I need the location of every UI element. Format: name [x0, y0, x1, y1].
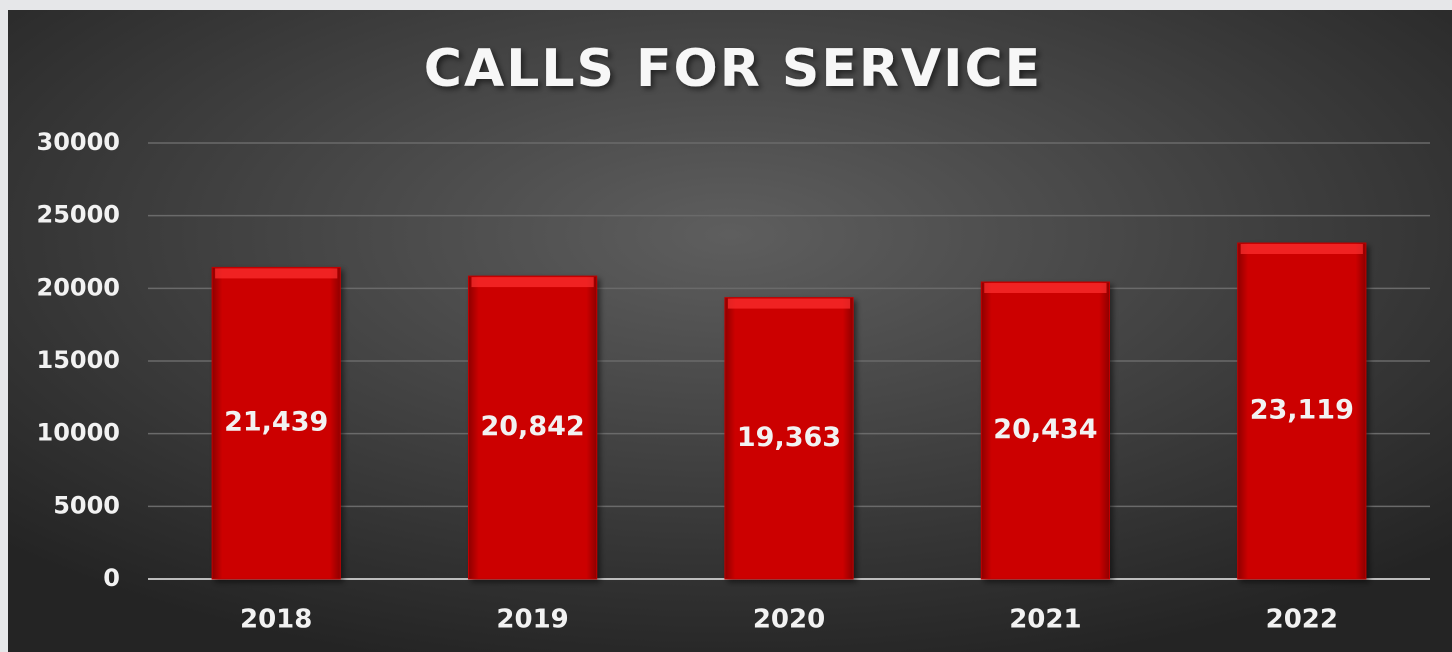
value-label: 20,842: [480, 411, 584, 442]
x-tick-label: 2018: [240, 605, 312, 635]
x-tick-label: 2020: [753, 605, 825, 635]
bar: [1237, 242, 1367, 580]
bar-highlight: [727, 298, 851, 309]
value-label: 21,439: [224, 407, 328, 438]
bar-highlight: [471, 277, 594, 288]
bar: [980, 281, 1110, 580]
value-label: 23,119: [1250, 395, 1354, 426]
y-tick-label: 30000: [37, 128, 121, 156]
bar: [211, 266, 341, 580]
chart-title: CALLS FOR SERVICE: [424, 39, 1042, 99]
bar-highlight: [984, 283, 1107, 294]
bar-highlight: [1240, 244, 1363, 255]
x-tick-label: 2019: [496, 605, 568, 635]
y-tick-label: 5000: [53, 491, 120, 519]
y-tick-label: 25000: [37, 201, 121, 229]
y-tick-label: 10000: [37, 419, 121, 447]
value-label: 19,363: [737, 422, 841, 453]
bar: [468, 275, 598, 580]
y-tick-label: 15000: [37, 346, 121, 374]
y-tick-label: 0: [103, 564, 120, 592]
y-tick-label: 20000: [37, 273, 121, 301]
x-tick-label: 2021: [1009, 605, 1081, 635]
bar-highlight: [215, 268, 338, 279]
bar: [724, 297, 854, 580]
x-tick-label: 2022: [1266, 605, 1338, 635]
value-label: 20,434: [993, 414, 1097, 445]
